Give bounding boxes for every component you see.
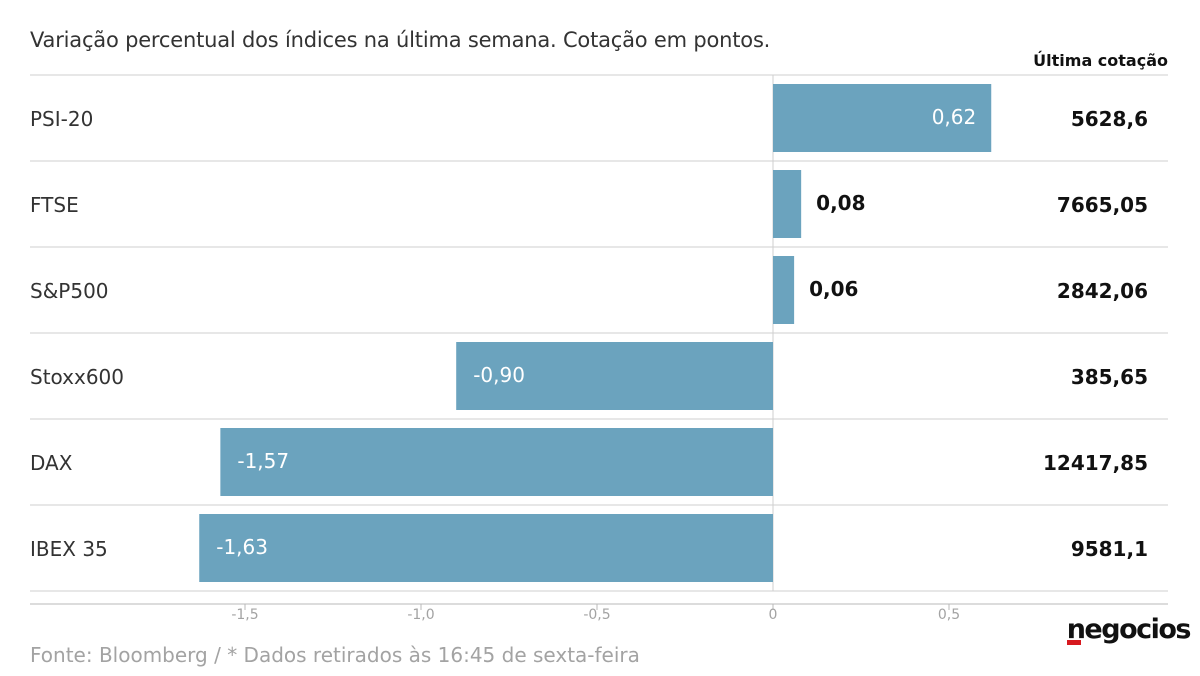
bar xyxy=(773,256,795,324)
x-tick-label: -1,5 xyxy=(231,607,258,623)
bar xyxy=(199,514,774,582)
value-label: -1,57 xyxy=(237,449,289,473)
value-label: 0,08 xyxy=(816,191,865,215)
value-label: -0,90 xyxy=(473,363,525,387)
category-label: Stoxx600 xyxy=(30,365,124,389)
last-quote-value: 9581,1 xyxy=(1071,537,1148,561)
category-label: DAX xyxy=(30,451,73,475)
source-note: Fonte: Bloomberg / * Dados retirados às … xyxy=(30,643,640,667)
category-label: IBEX 35 xyxy=(30,537,108,561)
logo-accent xyxy=(1066,640,1081,645)
bar xyxy=(773,84,992,152)
category-label: FTSE xyxy=(30,193,79,217)
last-quote-column-header: Última cotação xyxy=(1033,51,1168,70)
bar xyxy=(773,170,802,238)
last-quote-value: 12417,85 xyxy=(1043,451,1148,475)
chart-subtitle: Variação percentual dos índices na últim… xyxy=(30,28,771,52)
bar xyxy=(220,428,774,496)
value-label: -1,63 xyxy=(216,535,268,559)
value-label: 0,62 xyxy=(932,105,977,129)
bar xyxy=(456,342,773,410)
value-label: 0,06 xyxy=(809,277,858,301)
x-tick-label: -1,0 xyxy=(407,607,434,623)
last-quote-value: 5628,6 xyxy=(1071,107,1148,131)
x-tick-label: 0 xyxy=(769,607,778,623)
last-quote-value: 7665,05 xyxy=(1057,193,1148,217)
category-label: S&P500 xyxy=(30,279,109,303)
last-quote-value: 2842,06 xyxy=(1057,279,1148,303)
x-tick-label: 0,5 xyxy=(938,607,960,623)
category-label: PSI-20 xyxy=(30,107,93,131)
last-quote-value: 385,65 xyxy=(1071,365,1148,389)
negocios-logo: negocios xyxy=(1066,614,1192,645)
logo-text: negocios xyxy=(1066,614,1192,645)
x-tick-label: -0,5 xyxy=(583,607,610,623)
